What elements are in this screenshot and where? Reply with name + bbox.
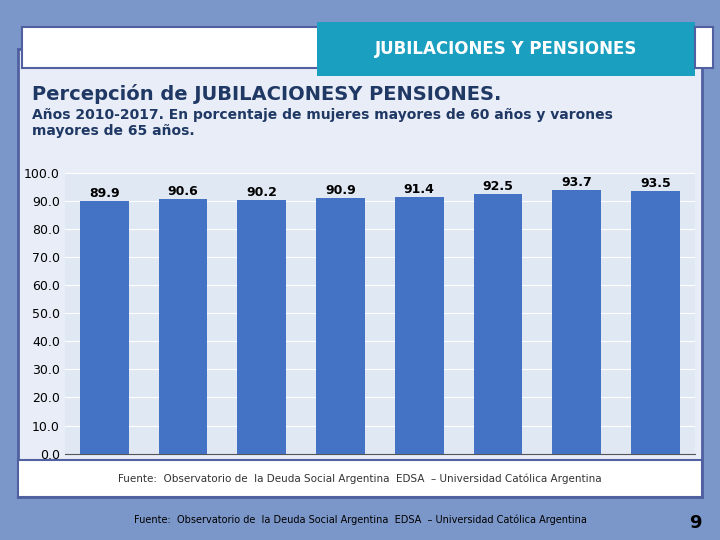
Text: Fuente:  Observatorio de  la Deuda Social Argentina  EDSA  – Universidad Católic: Fuente: Observatorio de la Deuda Social … bbox=[134, 514, 586, 525]
Bar bbox=[316, 198, 365, 454]
Text: Percepción de JUBILACIONESY PENSIONES.: Percepción de JUBILACIONESY PENSIONES. bbox=[32, 84, 502, 104]
Text: JUBILACIONES Y PENSIONES: JUBILACIONES Y PENSIONES bbox=[374, 39, 637, 58]
Text: 9: 9 bbox=[690, 514, 702, 532]
Text: 90.2: 90.2 bbox=[246, 186, 277, 199]
Bar bbox=[238, 200, 286, 454]
Bar bbox=[631, 191, 680, 454]
Bar bbox=[80, 201, 129, 454]
Text: Años 2010-2017. En porcentaje de mujeres mayores de 60 años y varones
mayores de: Años 2010-2017. En porcentaje de mujeres… bbox=[32, 108, 613, 138]
Text: Fuente:  Observatorio de  la Deuda Social Argentina  EDSA  – Universidad Católic: Fuente: Observatorio de la Deuda Social … bbox=[118, 473, 602, 484]
Bar bbox=[158, 199, 207, 454]
Bar bbox=[395, 197, 444, 454]
Bar bbox=[552, 191, 601, 454]
Text: 90.9: 90.9 bbox=[325, 184, 356, 197]
Text: 91.4: 91.4 bbox=[404, 183, 435, 196]
Text: 90.6: 90.6 bbox=[168, 185, 198, 198]
Text: 93.7: 93.7 bbox=[562, 177, 592, 190]
Text: 89.9: 89.9 bbox=[89, 187, 120, 200]
Bar bbox=[474, 194, 522, 454]
Text: 93.5: 93.5 bbox=[640, 177, 671, 190]
Text: 92.5: 92.5 bbox=[482, 180, 513, 193]
